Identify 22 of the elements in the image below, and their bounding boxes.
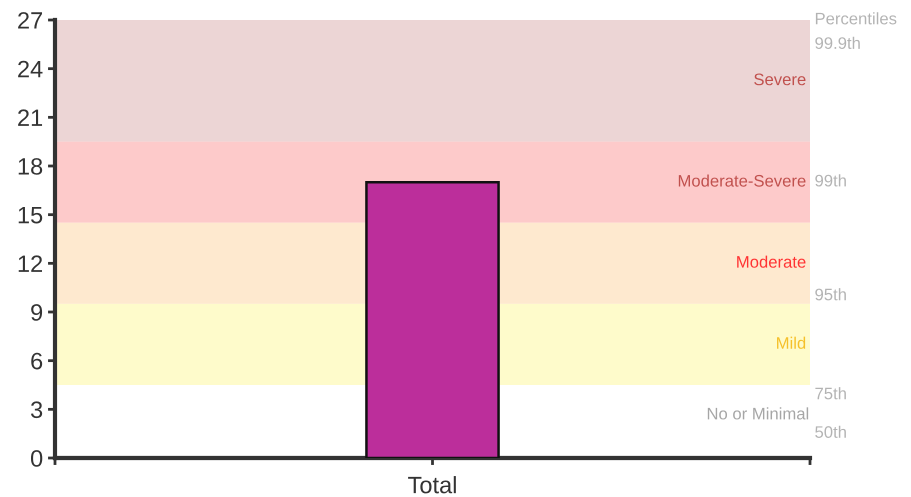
y-tick-label: 9 bbox=[31, 304, 42, 321]
band-label: Moderate-Severe bbox=[678, 174, 806, 187]
y-tick-label: 18 bbox=[18, 158, 42, 175]
text: 95th bbox=[815, 288, 846, 300]
y-tick-label: 27 bbox=[18, 12, 42, 29]
x-tick-label: Total bbox=[408, 476, 456, 494]
band-label: Severe bbox=[754, 74, 806, 86]
text: 99.9th bbox=[815, 36, 860, 49]
y-tick-label: 3 bbox=[30, 401, 42, 418]
band-label: Mild bbox=[777, 336, 806, 349]
y-tick-label: 12 bbox=[18, 255, 42, 272]
text: 75th bbox=[815, 387, 846, 400]
band-label: Moderate bbox=[737, 256, 806, 268]
y-tick-label: 21 bbox=[18, 109, 42, 126]
text: 50th bbox=[815, 426, 846, 438]
text: 99th bbox=[815, 174, 846, 187]
y-tick-label: 15 bbox=[18, 206, 42, 224]
y-tick-label: 6 bbox=[31, 352, 42, 370]
y-tick-label: 24 bbox=[18, 60, 43, 78]
y-tick-label: 0 bbox=[30, 450, 42, 467]
annotation: No or Minimal bbox=[708, 407, 808, 420]
text: Percentiles bbox=[816, 12, 896, 24]
